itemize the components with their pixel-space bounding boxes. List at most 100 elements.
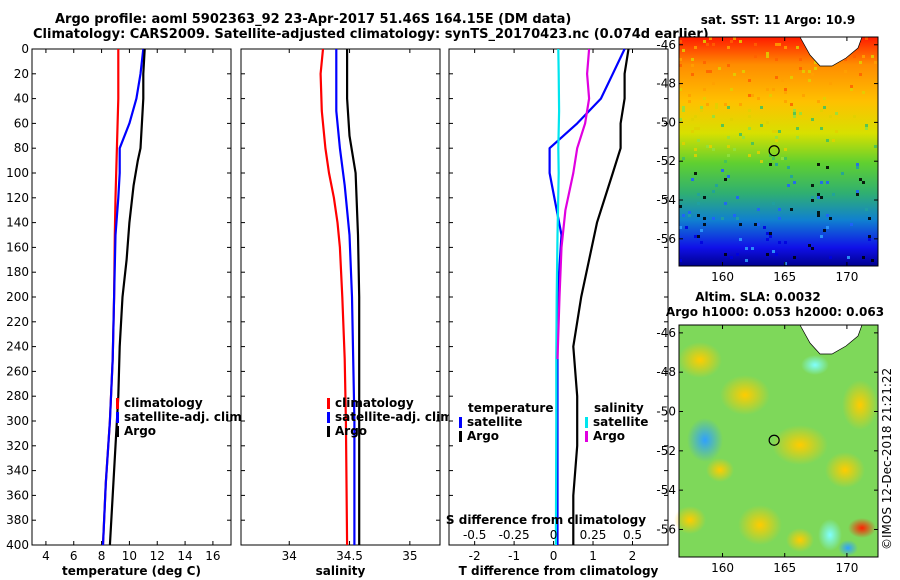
map-x-tick-label: 170 xyxy=(835,561,858,575)
sst-pixel xyxy=(727,106,730,109)
x-tick-label: 34 xyxy=(282,549,297,563)
y-tick-label: 0 xyxy=(21,42,29,56)
sst-title: sat. SST: 11 Argo: 10.9 xyxy=(701,13,855,27)
sst-pixel xyxy=(712,217,715,220)
sst-pixel xyxy=(778,217,781,220)
sla-blob xyxy=(687,418,723,462)
map-x-tick-label: 160 xyxy=(711,561,734,575)
sst-pixel xyxy=(682,157,685,160)
sst-pixel xyxy=(721,217,724,220)
y-tick-label: 400 xyxy=(6,538,29,552)
sst-pixel xyxy=(823,106,826,109)
y-tick-label: 180 xyxy=(6,265,29,279)
sst-pixel xyxy=(868,217,871,220)
x-tick-label: 1 xyxy=(589,549,597,563)
sst-pixel xyxy=(769,232,772,235)
sst-pixel xyxy=(793,112,796,115)
legend-title-temperature: temperature xyxy=(468,401,553,415)
sst-pixel xyxy=(829,217,832,220)
sst-pixel xyxy=(727,154,730,157)
map-y-tick-label: -48 xyxy=(656,365,676,379)
s-diff-axis-label: S difference from climatology xyxy=(446,513,646,527)
x-axis-label: T difference from climatology xyxy=(459,564,659,578)
sst-pixel xyxy=(694,235,697,238)
sst-pixel xyxy=(703,88,706,91)
sst-pixel xyxy=(811,184,814,187)
sst-pixel xyxy=(844,58,847,61)
sst-pixel xyxy=(775,136,778,139)
sst-pixel xyxy=(832,139,835,142)
x-tick-label: 16 xyxy=(205,549,220,563)
x-tick-label: 34.5 xyxy=(336,549,363,563)
sst-pixel xyxy=(691,64,694,67)
sst-pixel xyxy=(724,253,727,256)
sst-pixel xyxy=(679,58,682,61)
legend-swatch xyxy=(327,426,330,437)
sst-pixel xyxy=(724,160,727,163)
sst-pixel xyxy=(826,139,829,142)
sst-pixel xyxy=(820,196,823,199)
sst-pixel xyxy=(727,145,730,148)
sst-pixel xyxy=(814,67,817,70)
x-tick-label: -2 xyxy=(469,549,481,563)
y-tick-label: 340 xyxy=(6,464,29,478)
sla-blob xyxy=(786,528,814,552)
sla-axes: 160 165 170 -46 -48 -50 -52 -54 -56 xyxy=(656,325,878,575)
sst-pixel xyxy=(856,163,859,166)
sst-pixel xyxy=(790,76,793,79)
sst-noise xyxy=(679,37,877,265)
series-line-climatology xyxy=(319,48,349,546)
sst-pixel xyxy=(817,211,820,214)
sst-pixel xyxy=(709,70,712,73)
sst-pixel xyxy=(790,208,793,211)
sst-pixel xyxy=(748,115,751,118)
sst-pixel xyxy=(793,109,796,112)
sst-pixel xyxy=(703,217,706,220)
y-tick-label: 60 xyxy=(14,116,29,130)
legend-label: satellite-adj. clim. xyxy=(124,410,246,424)
sst-pixel xyxy=(859,178,862,181)
sst-pixel xyxy=(694,127,697,130)
sst-pixel xyxy=(691,130,694,133)
sst-pixel xyxy=(871,55,874,58)
sst-pixel xyxy=(712,190,715,193)
sst-pixel xyxy=(694,148,697,151)
sst-pixel xyxy=(754,223,757,226)
sst-pixel xyxy=(817,196,820,199)
sst-pixel xyxy=(820,181,823,184)
sst-pixel xyxy=(811,196,814,199)
sst-pixel xyxy=(772,157,775,160)
legend-swatch xyxy=(116,398,119,409)
sst-pixel xyxy=(784,262,787,265)
sst-pixel xyxy=(709,37,712,40)
sst-pixel xyxy=(826,226,829,229)
sst-pixel xyxy=(781,79,784,82)
sst-pixel xyxy=(784,88,787,91)
sst-pixel xyxy=(697,214,700,217)
sst-pixel xyxy=(841,172,844,175)
sst-pixel xyxy=(715,103,718,106)
sst-pixel xyxy=(757,208,760,211)
sst-pixel xyxy=(796,127,799,130)
sst-pixel xyxy=(706,145,709,148)
sst-pixel xyxy=(691,58,694,61)
sst-pixel xyxy=(688,211,691,214)
sst-pixel xyxy=(811,247,814,250)
sst-pixel xyxy=(766,121,769,124)
sst-pixel xyxy=(802,70,805,73)
sst-pixel xyxy=(835,112,838,115)
imos-watermark: ©IMOS 12-Dec-2018 21:21:22 xyxy=(880,368,894,550)
legend-label: climatology xyxy=(124,396,203,410)
sst-pixel xyxy=(679,226,682,229)
sst-pixel xyxy=(811,199,814,202)
sst-pixel xyxy=(751,247,754,250)
sst-pixel xyxy=(811,118,814,121)
sst-pixel xyxy=(706,43,709,46)
salinity-panel: 34 34.5 35 salinity climatologysatellite-adj… xyxy=(240,48,457,578)
sst-pixel xyxy=(712,43,715,46)
sst-pixel xyxy=(784,46,787,49)
sst-pixel xyxy=(730,118,733,121)
x-axis-label: salinity xyxy=(316,564,366,578)
sst-frame xyxy=(678,36,879,267)
sst-pixel xyxy=(739,40,742,43)
